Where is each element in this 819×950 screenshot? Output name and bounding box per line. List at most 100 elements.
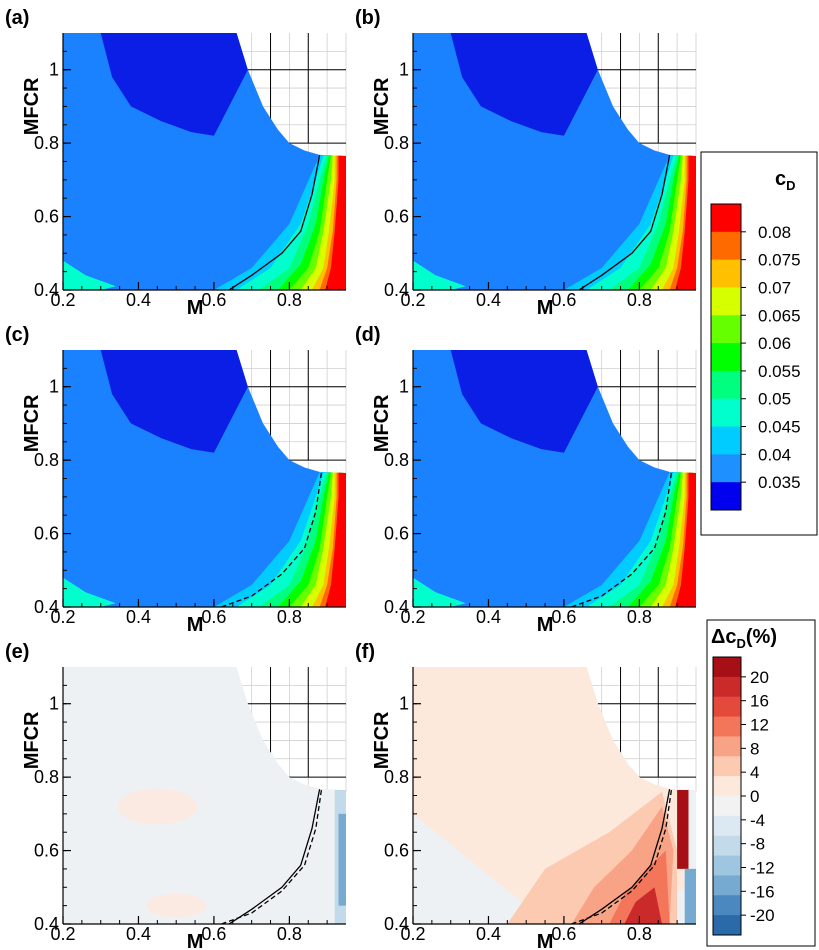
contour-field [413, 667, 696, 924]
x-tick-label: 0.8 [627, 290, 652, 310]
x-tick-label: 0.6 [551, 607, 576, 627]
legend-cd-swatch [711, 287, 741, 316]
legend-dcd-label: 4 [750, 763, 759, 782]
contour-field [63, 33, 346, 290]
y-tick-label: 1 [399, 694, 409, 714]
x-tick-label: 0.4 [126, 924, 151, 944]
y-axis-title: MFCR [21, 77, 43, 135]
legend-dcd-swatch [713, 855, 741, 876]
contour-band-peak [677, 790, 689, 869]
contour-band-pos [117, 788, 198, 825]
legend-cd-label: 0.07 [758, 278, 791, 297]
x-tick-label: 0.8 [277, 607, 302, 627]
legend-cd-swatch [711, 204, 741, 233]
y-tick-label: 0.6 [384, 841, 409, 861]
y-tick-label: 0.6 [34, 841, 59, 861]
legend-dcd-swatch [713, 815, 741, 837]
y-tick-label: 1 [399, 60, 409, 80]
y-tick-label: 0.8 [384, 450, 409, 470]
contour-line-solid [578, 789, 671, 924]
panel-label: (e) [5, 641, 29, 663]
y-tick-label: 0.4 [34, 280, 59, 300]
legend-dcd-swatch [713, 716, 741, 737]
legend-dcd-label: 20 [750, 668, 769, 687]
x-axis-title: M [537, 931, 554, 950]
legend-dcd-swatch [713, 736, 741, 757]
legend-dcd-label: -20 [750, 906, 775, 925]
legend-cd-swatch [711, 454, 741, 483]
y-tick-label: 0.4 [34, 914, 59, 934]
legend-dcd-title: ΔcD(%) [711, 626, 777, 651]
contour-field [63, 667, 346, 924]
legend-dcd-label: -4 [750, 811, 765, 830]
contour-field [413, 33, 696, 290]
y-tick-label: 1 [49, 377, 59, 397]
y-tick-label: 0.6 [384, 207, 409, 227]
legend-cd-label: 0.045 [758, 418, 801, 437]
legend-cd-swatch [711, 315, 741, 344]
x-tick-label: 0.4 [476, 607, 501, 627]
legend-cd-swatch [711, 231, 741, 261]
legend-cd-title: cD [775, 168, 796, 193]
x-tick-label: 0.8 [277, 924, 302, 944]
y-axis-title: MFCR [371, 711, 393, 769]
x-tick-label: 0.8 [277, 290, 302, 310]
legend-cd-label: 0.05 [758, 390, 791, 409]
x-tick-label: 0.8 [627, 924, 652, 944]
contour-band-9 [675, 472, 696, 607]
contour-band-0 [63, 260, 116, 290]
y-tick-label: 0.4 [384, 914, 409, 934]
y-axis-title: MFCR [371, 77, 393, 135]
contour-line [221, 472, 323, 607]
legend-cd-label: 0.06 [758, 334, 791, 353]
legend-dcd-swatch [713, 696, 741, 718]
legend-cd-swatch [711, 259, 741, 288]
legend-dcd-swatch [713, 676, 741, 698]
y-tick-label: 1 [399, 377, 409, 397]
legend-cd-swatch [711, 343, 741, 372]
panel-label: (a) [5, 7, 29, 29]
x-tick-label: 0.6 [551, 924, 576, 944]
legend-dcd-swatch [713, 776, 741, 797]
legend-cd-swatch [711, 482, 741, 511]
panel-label: (c) [5, 324, 29, 346]
x-tick-label: 0.4 [126, 290, 151, 310]
contour-band-9 [325, 472, 346, 607]
legend-dcd-swatch [713, 875, 741, 896]
x-axis-title: M [187, 297, 204, 319]
x-tick-label: 0.6 [201, 924, 226, 944]
legend-dcd-label: 12 [750, 716, 769, 735]
legend-dcd-label: -16 [750, 882, 775, 901]
contour-line [578, 155, 671, 290]
x-tick-label: 0.4 [126, 607, 151, 627]
contour-band-pos [146, 893, 207, 918]
legend-dcd-swatch [713, 915, 741, 936]
y-axis-title: MFCR [371, 394, 393, 452]
legend-dcd-swatch [713, 796, 741, 817]
legend-cd: cD 0.08 0.075 0.07 0.065 0.06 0.055 0.05 0.045 0.… [700, 151, 818, 536]
legend-dcd-label: 0 [750, 787, 759, 806]
legend-dcd-label: 8 [750, 739, 759, 758]
legend-cd-bar-outline [710, 203, 742, 511]
x-tick-label: 0.4 [476, 924, 501, 944]
legend-cd-label: 0.04 [758, 445, 791, 464]
panel-label: (d) [355, 324, 381, 346]
y-tick-label: 0.6 [384, 524, 409, 544]
legend-cd-label: 0.035 [758, 473, 801, 492]
x-tick-label: 0.2 [400, 924, 425, 944]
contour-field [63, 350, 346, 607]
y-tick-label: 0.8 [384, 133, 409, 153]
contour-line-solid [228, 789, 321, 924]
legend-dcd-label: -12 [750, 858, 775, 877]
x-tick-label: 0.2 [400, 290, 425, 310]
x-tick-label: 0.2 [50, 607, 75, 627]
contour-band-0 [413, 260, 466, 290]
contour-line [571, 472, 673, 607]
contour-band-low [450, 33, 598, 136]
contour-band-neg [684, 868, 696, 924]
x-axis-title: M [537, 297, 554, 319]
